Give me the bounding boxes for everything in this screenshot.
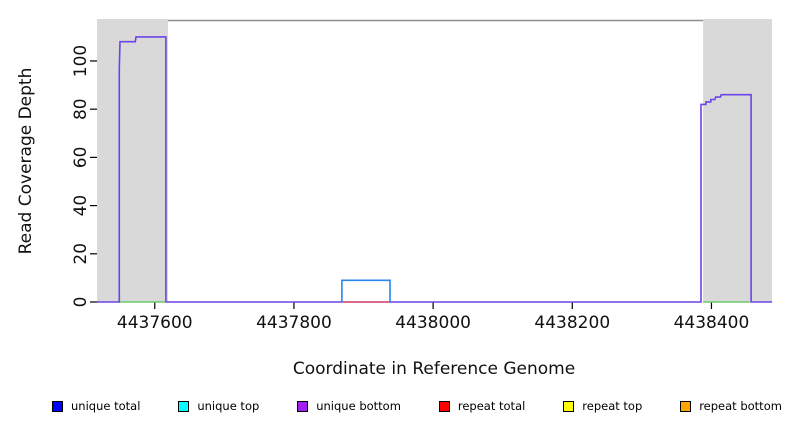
x-tick-label: 4438000 (395, 313, 471, 333)
y-tick-label: 40 (71, 195, 91, 217)
series-lines (97, 36, 772, 303)
y-tick-label: 20 (71, 243, 91, 265)
legend-item-repeat-top: repeat top (563, 399, 642, 413)
x-tick-label: 4437800 (256, 313, 332, 333)
legend-swatch-unique-bottom (297, 400, 309, 412)
legend-label-repeat-bottom: repeat bottom (699, 399, 782, 413)
series-unique-bottom (97, 36, 772, 303)
highlight-region-2 (703, 19, 772, 302)
legend-label-unique-total: unique total (71, 399, 141, 413)
legend-item-unique-total: unique total (52, 399, 140, 413)
series-unique-total-unique-top-box (341, 279, 391, 302)
x-tick-label: 4438400 (674, 313, 750, 333)
legend-swatch-unique-total (52, 400, 63, 412)
y-tick-label: 100 (71, 45, 91, 77)
plot-svg: 4437600 4437800 4438000 4438200 4438400 0 20 40… (16, 19, 772, 379)
legend-label-repeat-top: repeat top (582, 399, 643, 413)
legend-item-unique-bottom: unique bottom (297, 399, 401, 413)
legend-label-unique-top: unique top (197, 399, 260, 413)
legend-swatch-unique-top (178, 400, 190, 412)
highlight-region-1 (97, 19, 168, 302)
x-tick-label: 4437600 (117, 313, 193, 333)
y-tick-label: 60 (71, 147, 91, 169)
y-tick-label: 0 (71, 297, 91, 308)
legend-swatch-repeat-total (438, 400, 450, 412)
legend-item-repeat-total: repeat total (438, 399, 526, 413)
legend-label-repeat-total: repeat total (457, 399, 526, 413)
axes: 4437600 4437800 4438000 4438200 4438400 0 20 40… (71, 45, 749, 333)
legend: unique total unique top unique bottom repea… (0, 399, 792, 413)
y-axis-title: Read Coverage Depth (16, 68, 36, 255)
x-tick-label: 4438200 (534, 313, 610, 333)
x-axis-title: Coordinate in Reference Genome (293, 359, 575, 379)
legend-item-unique-top: unique top (178, 399, 259, 413)
y-tick-label: 80 (71, 98, 91, 120)
legend-swatch-repeat-top (563, 400, 575, 412)
legend-swatch-repeat-bottom (680, 400, 692, 412)
legend-item-repeat-bottom: repeat bottom (680, 399, 782, 413)
legend-label-unique-bottom: unique bottom (316, 399, 401, 413)
highlight-regions (97, 19, 772, 302)
